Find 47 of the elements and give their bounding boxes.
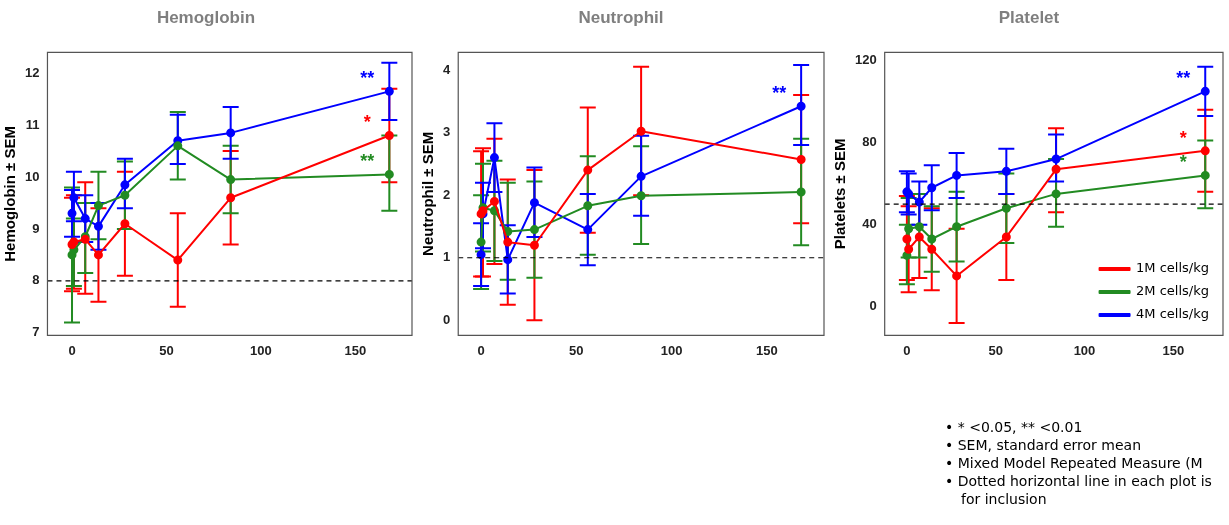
data-label: ** — [772, 83, 787, 104]
y-tick-label: 3 — [443, 124, 451, 140]
y-tick-label: 2 — [443, 186, 451, 202]
y-tick-label: 12 — [24, 64, 40, 80]
y-tick-label: 0 — [443, 311, 451, 327]
x-tick-label: 100 — [1073, 342, 1096, 358]
data-label: * — [1179, 152, 1187, 173]
data-label: * — [1179, 127, 1187, 148]
y-tick-label: 40 — [862, 216, 877, 232]
chart-title: Neutrophil — [578, 7, 664, 27]
y-tick-label: 120 — [854, 52, 877, 68]
x-tick-label: 0 — [477, 342, 485, 358]
y-tick-label: 9 — [32, 220, 40, 236]
y-axis-title: Neutrophil ± SEM — [419, 131, 437, 256]
data-label: ** — [360, 68, 375, 89]
legend-label: 2M cells/kg — [1136, 283, 1209, 299]
text: • Mixed Model Repeated Measure (M — [945, 454, 1204, 472]
x-tick-label: 0 — [903, 342, 911, 358]
legend-label: 4M cells/kg — [1136, 306, 1209, 322]
y-tick-label: 1 — [443, 249, 451, 265]
text: • Dotted horizontal line in each plot is for inclusion — [945, 472, 1213, 508]
y-tick-label: 0 — [869, 298, 877, 314]
y-tick-label: 8 — [32, 272, 40, 288]
x-tick-label: 50 — [988, 342, 1003, 358]
data-label: ** — [1176, 68, 1191, 89]
y-tick-label: 7 — [32, 324, 40, 340]
x-tick-label: 150 — [756, 342, 778, 358]
x-tick-label: 100 — [250, 342, 272, 358]
chart-title: Platelet — [998, 7, 1060, 27]
x-tick-label: 50 — [159, 342, 174, 358]
y-axis-title: Hemoglobin ± SEM — [1, 126, 19, 262]
x-tick-label: 50 — [569, 342, 584, 358]
x-tick-label: 150 — [344, 342, 367, 358]
x-tick-label: 0 — [68, 342, 76, 358]
data-label: * — [363, 112, 371, 133]
text: • SEM, standard error mean — [945, 436, 1142, 454]
x-tick-label: 150 — [1162, 342, 1185, 358]
data-label: ** — [360, 151, 375, 172]
y-tick-label: 10 — [24, 168, 40, 184]
text: • * <0.05, ** <0.01 — [945, 418, 1084, 436]
chart-title: Hemoglobin — [156, 7, 256, 27]
legend-label: 1M cells/kg — [1136, 260, 1209, 276]
y-axis-title: Platelets ± SEM — [831, 138, 849, 250]
y-tick-label: 80 — [862, 134, 877, 150]
y-tick-label: 11 — [25, 116, 40, 132]
x-tick-label: 100 — [660, 342, 683, 358]
y-tick-label: 4 — [443, 61, 451, 77]
